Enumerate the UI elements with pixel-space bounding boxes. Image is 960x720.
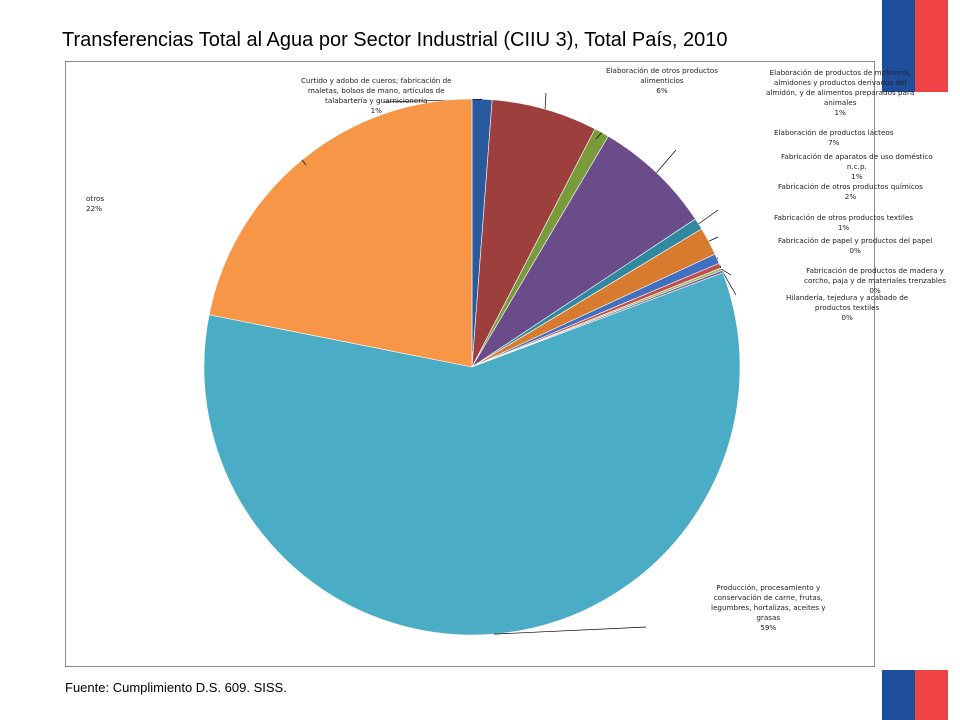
slice-label-text: talabartería y guarnicionería <box>325 96 428 105</box>
slice-label-text: legumbres, hortalizas, aceites y <box>711 603 826 612</box>
slice-label: Fabricación de productos de madera y corc… <box>804 266 946 296</box>
slice-label-text: n.c.p. <box>846 162 867 171</box>
slice-label-text: alimenticios <box>640 76 684 85</box>
leader-line <box>722 271 737 296</box>
slice-label-text: corcho, paja y de materiales trenzables <box>804 276 947 285</box>
leader-line <box>493 626 647 635</box>
pie-chart <box>203 92 741 636</box>
slice-percent: 1% <box>370 106 382 115</box>
flag-red-stripe <box>915 0 948 92</box>
slice-label: Elaboración de productos lácteos 7% <box>774 128 894 148</box>
slice-percent: 0% <box>841 313 853 322</box>
slice-label: Elaboración de productos de molinería, al… <box>766 68 914 118</box>
leader-line <box>721 268 732 276</box>
slice-label-text: conservación de carne, frutas, <box>713 593 823 602</box>
slice-percent: 59% <box>760 623 777 632</box>
leader-line <box>716 257 719 260</box>
slice-label: Fabricación de otros productos textiles 1… <box>774 213 913 233</box>
leader-line <box>301 159 307 166</box>
flag-blue-stripe <box>882 670 915 720</box>
slice-label: Curtido y adobo de cueros; fabricación d… <box>301 76 452 116</box>
slice-percent: 22% <box>86 204 102 213</box>
leader-line <box>708 236 719 242</box>
slice-label: Fabricación de aparatos de uso doméstico… <box>781 152 933 182</box>
slice-percent: 2% <box>844 192 857 201</box>
slice-label-text: almidones y productos derivados del <box>773 78 907 87</box>
slice-label-text: grasas <box>756 613 781 622</box>
slice-percent: 7% <box>828 138 840 147</box>
slice-label-text: Elaboración de productos lácteos <box>774 128 894 137</box>
slice-percent: 1% <box>834 108 846 117</box>
pie-slice <box>471 135 696 368</box>
slice-label: Fabricación de papel y productos del pap… <box>778 236 932 256</box>
slice-label-text: Fabricación de otros productos químicos <box>778 182 923 191</box>
slice-label-text: Fabricación de aparatos de uso doméstico <box>781 152 933 161</box>
leader-line <box>656 149 677 173</box>
chart-title: Transferencias Total al Agua por Sector … <box>62 29 728 51</box>
leader-line <box>595 132 602 140</box>
slice-label-text: Elaboración de otros productos <box>606 66 718 75</box>
slice-label: Producción, procesamiento y conservación … <box>711 583 826 633</box>
source-note: Fuente: Cumplimiento D.S. 609. SISS. <box>65 680 287 695</box>
slice-label-text: Hilandería, tejedura y acabado de <box>786 293 909 302</box>
slice-label-text: Fabricación de papel y productos del pap… <box>778 236 933 245</box>
slice-label-text: maletas, bolsos de mano, artículos de <box>307 86 445 95</box>
slice-label-text: almidón, y de alimentos preparados para <box>766 88 915 97</box>
slice-percent: 6% <box>656 86 668 95</box>
leader-line <box>698 209 719 225</box>
slice-label-text: animales <box>823 98 857 107</box>
slice-percent: 0% <box>869 286 881 295</box>
slice-label: otros 22% <box>86 194 104 214</box>
slice-label-text: Producción, procesamiento y <box>716 583 821 592</box>
slice-percent: 1% <box>837 223 850 232</box>
flag-red-stripe <box>915 670 948 720</box>
slice-label-text: Curtido y adobo de cueros; fabricación d… <box>301 76 452 85</box>
slice-label: Hilandería, tejedura y acabado de product… <box>786 293 908 323</box>
slice-percent: 1% <box>851 172 863 181</box>
slice-label-text: otros <box>86 194 105 203</box>
leader-line <box>544 92 547 110</box>
pie-slice <box>203 272 741 636</box>
flag-logo-top <box>882 0 948 92</box>
flag-blue-stripe <box>882 0 915 92</box>
slice-label-text: Fabricación de otros productos textiles <box>774 213 914 222</box>
chart-frame: Curtido y adobo de cueros; fabricación d… <box>65 61 946 667</box>
slice-label-text: productos textiles <box>814 303 880 312</box>
flag-logo-bottom <box>882 670 948 720</box>
slice-label-text: Fabricación de productos de madera y <box>806 266 944 275</box>
slice-label: Fabricación de otros productos químicos 2… <box>778 182 923 202</box>
slice-percent: 0% <box>849 246 861 255</box>
slice-label-text: Elaboración de productos de molinería, <box>769 68 911 77</box>
slice-label: Elaboración de otros productos alimentici… <box>606 66 718 96</box>
pie-slice <box>208 98 473 368</box>
